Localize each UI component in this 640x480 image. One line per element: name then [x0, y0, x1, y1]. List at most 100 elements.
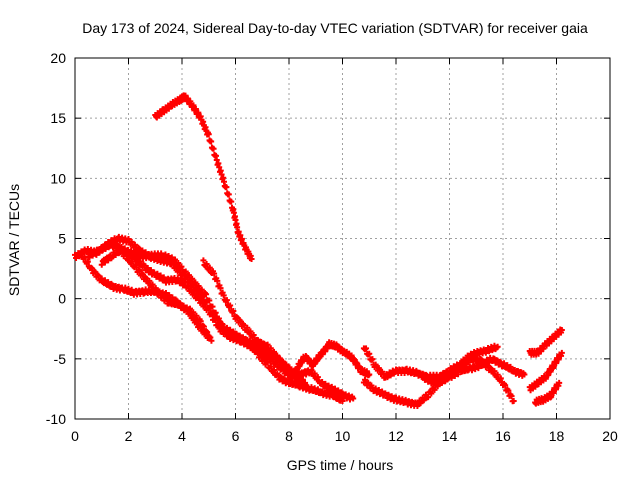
data-point	[190, 309, 197, 316]
series-arc-k	[526, 326, 565, 358]
data-point	[366, 350, 373, 357]
data-point	[205, 305, 212, 312]
data-point	[271, 348, 278, 355]
data-point	[149, 281, 156, 288]
data-point	[491, 368, 498, 375]
data-point	[163, 296, 170, 303]
data-point	[510, 397, 517, 404]
data-point	[125, 285, 132, 292]
data-point	[146, 277, 153, 284]
data-point	[363, 345, 370, 352]
data-point	[136, 245, 143, 252]
data-point	[271, 366, 278, 373]
x-tick-label: 16	[495, 428, 511, 444]
data-point	[228, 198, 235, 205]
series-arc-g	[286, 339, 373, 385]
data-point	[223, 184, 230, 191]
data-point	[84, 258, 91, 265]
data-point	[185, 272, 192, 279]
data-point	[269, 356, 276, 363]
data-point	[235, 335, 242, 342]
x-tick-label: 20	[602, 428, 618, 444]
data-point	[284, 365, 291, 372]
y-axis-label: SDTVAR / TECUs	[6, 184, 22, 296]
data-point	[152, 285, 159, 292]
data-point	[208, 311, 215, 318]
data-point	[241, 322, 248, 329]
data-point	[366, 371, 373, 378]
data-point	[248, 255, 255, 262]
series-arc-j	[419, 342, 501, 388]
data-point	[230, 307, 237, 314]
axis-ticks: 0 2 4 6 8 10 12 14 16 18 20 -10 -5 0 5 10 15 20	[46, 50, 618, 444]
data-point	[558, 326, 565, 333]
data-point	[468, 367, 475, 374]
y-tick-label: 0	[58, 291, 66, 307]
data-point	[508, 393, 515, 400]
data-point	[105, 279, 112, 286]
data-point	[137, 258, 144, 265]
chart-title: Day 173 of 2024, Sidereal Day-to-day VTE…	[82, 20, 588, 36]
data-point	[198, 286, 205, 293]
data-point	[143, 275, 150, 282]
data-point	[212, 316, 219, 323]
x-tick-label: 12	[388, 428, 404, 444]
y-tick-label: 20	[50, 50, 66, 66]
data-point	[427, 376, 434, 383]
data-point	[424, 374, 431, 381]
data-point	[372, 385, 379, 392]
data-point	[98, 275, 105, 282]
data-point	[215, 322, 222, 329]
x-tick-label: 0	[71, 428, 79, 444]
data-point	[439, 379, 446, 386]
series-arc-m	[532, 379, 563, 407]
data-point	[102, 246, 109, 253]
series-arc-c	[98, 245, 309, 387]
data-point	[507, 363, 514, 370]
series-arc-e	[112, 239, 215, 344]
data-point	[311, 385, 318, 392]
data-point	[558, 349, 565, 356]
data-point	[250, 332, 257, 339]
data-point	[308, 384, 315, 391]
data-point	[81, 254, 88, 261]
data-point	[504, 362, 511, 369]
x-axis-label: GPS time / hours	[287, 457, 394, 473]
data-point	[122, 251, 129, 258]
data-point	[130, 252, 137, 259]
data-point	[256, 346, 263, 353]
data-point	[197, 318, 204, 325]
data-point	[105, 257, 112, 264]
data-point	[501, 360, 508, 367]
data-point	[172, 256, 179, 263]
data-point	[208, 138, 215, 145]
data-point	[217, 285, 224, 292]
data-point	[428, 390, 435, 397]
data-point	[505, 387, 512, 394]
x-tick-label: 2	[125, 428, 133, 444]
data-point	[207, 334, 214, 341]
data-point	[200, 323, 207, 330]
data-point	[195, 293, 202, 300]
data-point	[420, 372, 427, 379]
data-point	[122, 284, 129, 291]
data-point	[98, 261, 105, 268]
data-point	[244, 324, 251, 331]
data-point	[267, 345, 274, 352]
data-point	[350, 395, 357, 402]
data-point	[311, 370, 318, 377]
data-point	[187, 305, 194, 312]
data-point	[252, 344, 259, 351]
series-arc-f	[200, 257, 357, 403]
data-point	[328, 383, 335, 390]
data-point	[188, 286, 195, 293]
data-point	[131, 241, 138, 248]
data-points	[72, 92, 565, 409]
data-point	[521, 371, 528, 378]
data-point	[204, 329, 211, 336]
data-point	[211, 270, 218, 277]
data-point	[162, 290, 169, 297]
data-point	[223, 297, 230, 304]
x-tick-label: 10	[335, 428, 351, 444]
